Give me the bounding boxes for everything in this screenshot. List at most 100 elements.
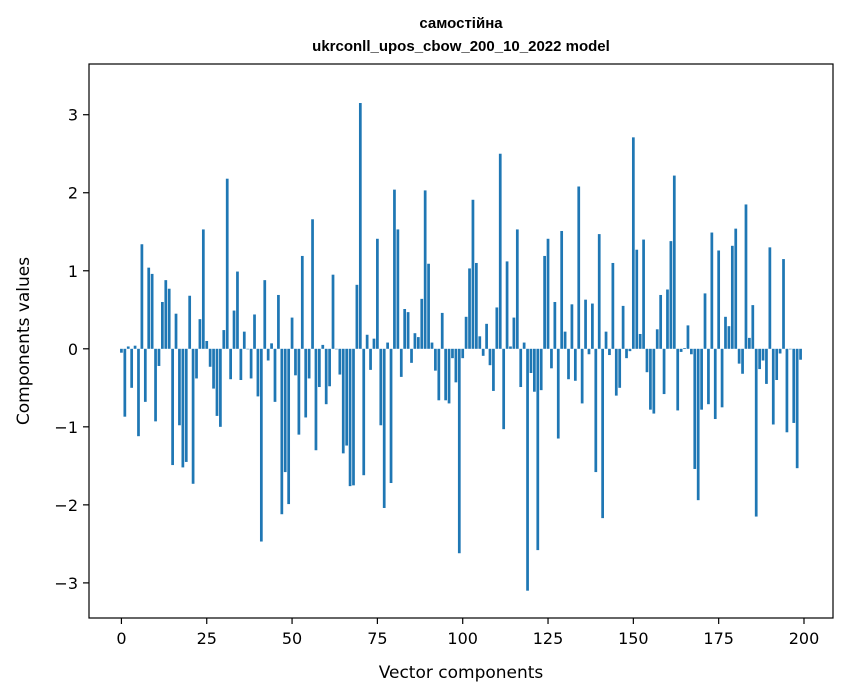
bar-30 [222,330,226,349]
bar-133 [573,348,577,381]
bar-194 [782,259,785,349]
bar-59 [321,344,325,349]
bar-36 [242,331,246,349]
bar-123 [539,348,543,391]
bar-91 [430,342,434,349]
bar-79 [389,348,393,484]
bar-20 [188,295,192,349]
bar-171 [703,293,707,349]
bar-65 [341,348,345,454]
bar-106 [481,348,485,356]
bar-22 [195,348,198,379]
bar-38 [249,348,253,379]
bar-129 [560,230,564,349]
bar-179 [730,245,734,349]
bar-146 [618,348,622,388]
bar-82 [399,348,403,377]
bar-77 [382,348,386,508]
bar-127 [553,301,557,349]
bar-149 [628,348,632,352]
bar-159 [662,348,666,395]
bar-68 [352,348,355,486]
bar-193 [778,348,782,354]
x-tick-label: 200 [789,629,820,648]
bar-47 [280,348,284,515]
x-tick-label: 0 [116,629,126,648]
bar-1 [123,348,127,417]
bar-93 [437,348,441,401]
y-axis-label: Components values [14,257,34,425]
bar-19 [184,348,188,462]
bar-101 [464,316,468,349]
bar-134 [577,186,581,349]
bar-189 [765,348,768,384]
bar-85 [410,348,413,363]
bar-180 [734,228,738,349]
x-tick-label: 125 [533,629,564,648]
x-tick-label: 100 [447,629,478,648]
bar-102 [468,268,471,349]
bar-73 [369,348,372,370]
bar-97 [451,348,454,359]
bar-70 [358,103,362,349]
bar-100 [461,348,465,359]
bar-173 [710,232,714,349]
x-tick-label: 25 [197,629,217,648]
bar-190 [768,247,772,349]
bar-122 [536,348,540,551]
bar-109 [492,348,495,391]
bar-110 [495,307,499,349]
bar-113 [505,261,509,349]
bar-99 [457,348,461,554]
bar-40 [256,348,260,397]
bar-195 [785,348,789,433]
bar-8 [147,267,151,349]
bar-186 [754,348,758,517]
bar-199 [799,348,802,360]
bar-52 [297,348,301,435]
bar-5 [137,348,140,437]
bar-32 [229,348,232,380]
bar-41 [259,348,263,542]
bar-124 [543,255,546,349]
bar-9 [150,273,154,349]
bar-63 [335,348,338,350]
bar-165 [683,348,686,349]
bar-187 [758,348,761,370]
bar-112 [502,348,506,430]
bar-27 [212,348,215,389]
bar-46 [277,294,280,349]
bar-117 [519,348,523,388]
bar-66 [345,348,349,446]
bar-148 [625,348,628,359]
bar-137 [587,348,591,355]
bar-17 [178,348,181,426]
bar-86 [413,333,417,349]
bar-96 [447,348,451,404]
bar-48 [283,348,287,473]
x-tick-label: 50 [282,629,302,648]
bar-177 [724,316,727,349]
bar-60 [324,348,328,405]
bar-126 [550,348,553,369]
bar-67 [348,348,352,487]
bar-44 [270,343,273,349]
bar-53 [300,255,304,349]
bar-84 [406,312,410,349]
bar-18 [181,348,185,468]
bar-184 [748,337,751,349]
bar-128 [556,348,560,439]
bar-118 [522,342,526,349]
x-tick-label: 175 [703,629,734,648]
bar-192 [775,348,779,381]
bar-166 [686,325,690,349]
bar-34 [236,271,239,349]
bar-169 [696,348,700,501]
bar-151 [635,249,639,349]
bar-143 [608,348,611,356]
bar-121 [533,348,536,392]
x-axis-label: Vector components [379,663,544,683]
bar-150 [631,137,635,349]
bar-191 [771,348,775,425]
